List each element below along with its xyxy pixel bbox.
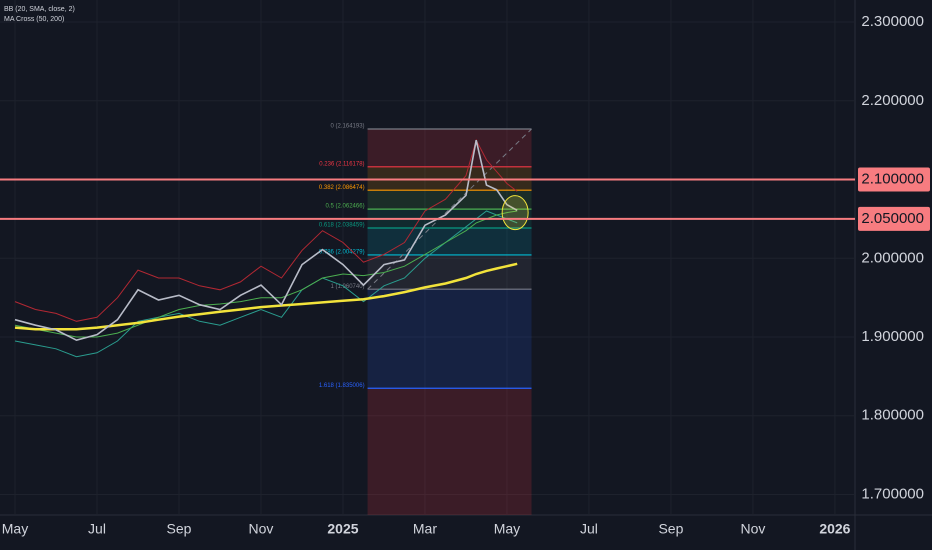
fib-label: 0 (2.164193) [331,124,365,130]
level-badge [858,206,930,231]
x-tick-label: Jul [580,521,598,537]
y-tick-label: 1.700000 [861,485,924,502]
x-tick-label: Sep [167,521,192,537]
y-tick-label: 1.900000 [861,328,924,345]
x-tick-label: Mar [413,521,437,537]
fib-label: 0.236 (2.116178) [319,161,364,167]
series-line [14,138,518,322]
x-tick-label: Sep [658,521,683,537]
x-tick-label: May [494,521,520,537]
y-tick-label: 2.200000 [861,92,924,109]
fib-label: 0.382 (2.086474) [319,185,365,191]
x-tick-label: Nov [740,521,765,537]
fib-zone [367,228,532,255]
fib-label: 1 (1.960740) [331,284,365,290]
y-tick-label: 2.300000 [861,13,924,30]
fib-zone [367,190,532,210]
y-tick-label: 1.800000 [861,407,924,424]
fib-label: 0.5 (2.062466) [326,204,365,210]
fib-zone [367,289,532,389]
x-tick-label: Jul [88,521,106,537]
level-label: 2.100000 [861,171,924,188]
fib-zone [367,166,532,191]
x-tick-label: 2025 [327,521,358,537]
fib-zone [367,254,532,290]
fib-zone [367,388,532,515]
x-tick-label: Nov [249,521,274,537]
indicator-label: MA Cross (50, 200) [4,16,64,23]
x-tick-label: May [2,521,28,537]
fib-label: 0.618 (2.038459) [319,223,365,229]
y-tick-label: 2.000000 [861,249,924,266]
x-tick-label: 2026 [819,521,850,537]
level-badge [858,167,930,192]
fib-zone [367,128,532,167]
series-line [14,140,518,342]
fib-label: 0.786 (2.004279) [319,249,365,255]
series-line [14,210,518,338]
highlight [501,195,529,231]
indicator-label: BB (20, SMA, close, 2) [4,6,75,13]
fib-label: 1.618 (1.835006) [319,383,365,389]
plot: 0 (2.164193) 0.236 (2.116178) 0.382 (2.086… [0,0,855,515]
level-label: 2.050000 [861,210,924,227]
